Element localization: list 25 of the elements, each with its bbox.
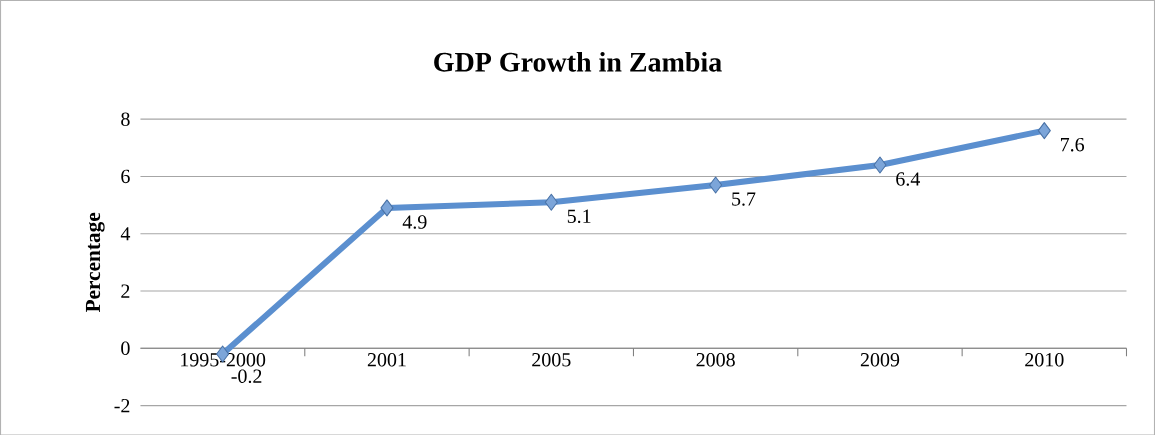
data-label: 5.1	[567, 209, 591, 223]
data-label: 4.9	[402, 215, 427, 229]
point	[544, 193, 558, 211]
y-tick-label: 4	[120, 226, 131, 241]
y-tick-label: -2	[114, 398, 130, 412]
y-tick-label: 8	[121, 112, 130, 126]
y-tick-label: 6	[121, 169, 130, 183]
x-tick-label: 1995-2000	[181, 352, 266, 367]
x-tick-label: 2010	[1025, 352, 1064, 367]
point	[873, 156, 887, 174]
point	[1037, 121, 1051, 139]
x-tick-label: 2008	[696, 352, 735, 367]
data-label: 6.4	[896, 172, 921, 186]
data-label: 7.6	[1061, 137, 1085, 152]
y-axis-title: Percentage	[85, 212, 105, 312]
data-label: -0.2	[231, 369, 262, 383]
data-label: 5.7	[732, 192, 756, 206]
y-tick-label: 0	[121, 341, 130, 355]
point	[380, 199, 394, 217]
chart-title: GDP Growth in Zambia	[434, 51, 722, 72]
y-tick-label: 2	[121, 284, 130, 298]
x-tick-label: 2005	[532, 352, 571, 367]
x-tick-label: 2009	[860, 352, 900, 367]
point	[709, 176, 723, 194]
x-tick-label: 2001	[367, 352, 406, 367]
